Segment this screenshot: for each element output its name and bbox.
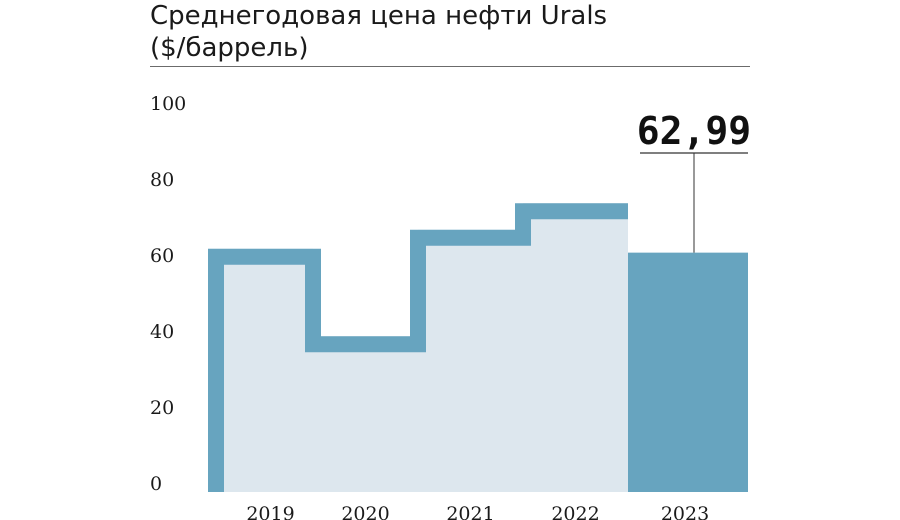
y-tick-100: 100 — [150, 93, 186, 115]
chart-title: Среднегодовая цена нефти Urals ($/баррел… — [150, 0, 750, 64]
callout-group: 62,99 — [637, 109, 751, 253]
y-tick-60: 60 — [150, 245, 174, 267]
y-tick-40: 40 — [150, 321, 174, 343]
x-category-labels: 2019 2020 2021 2022 2023 — [246, 503, 709, 520]
outline-group — [208, 203, 628, 492]
bars-group — [208, 203, 748, 493]
y-tick-80: 80 — [150, 169, 174, 191]
y-tick-labels: 0 20 40 60 80 100 — [150, 93, 186, 495]
chart-title-line: Среднегодовая цена нефти Urals — [150, 1, 608, 31]
x-label-2019: 2019 — [246, 503, 294, 520]
bar-2021 — [418, 229, 523, 493]
y-tick-0: 0 — [150, 473, 162, 495]
x-label-2023: 2023 — [661, 503, 709, 520]
bar-2019 — [208, 248, 313, 492]
x-label-2021: 2021 — [446, 503, 494, 520]
callout-value: 62,99 — [637, 109, 751, 153]
chart-subtitle: ($/баррель) — [150, 33, 309, 63]
y-tick-20: 20 — [150, 397, 174, 419]
bar-2023 — [628, 252, 748, 492]
step-outline — [208, 203, 628, 492]
x-label-2022: 2022 — [551, 503, 599, 520]
title-divider — [150, 66, 750, 67]
x-label-2020: 2020 — [341, 503, 389, 520]
bar-2022 — [523, 203, 628, 492]
bar-2020 — [313, 336, 418, 492]
